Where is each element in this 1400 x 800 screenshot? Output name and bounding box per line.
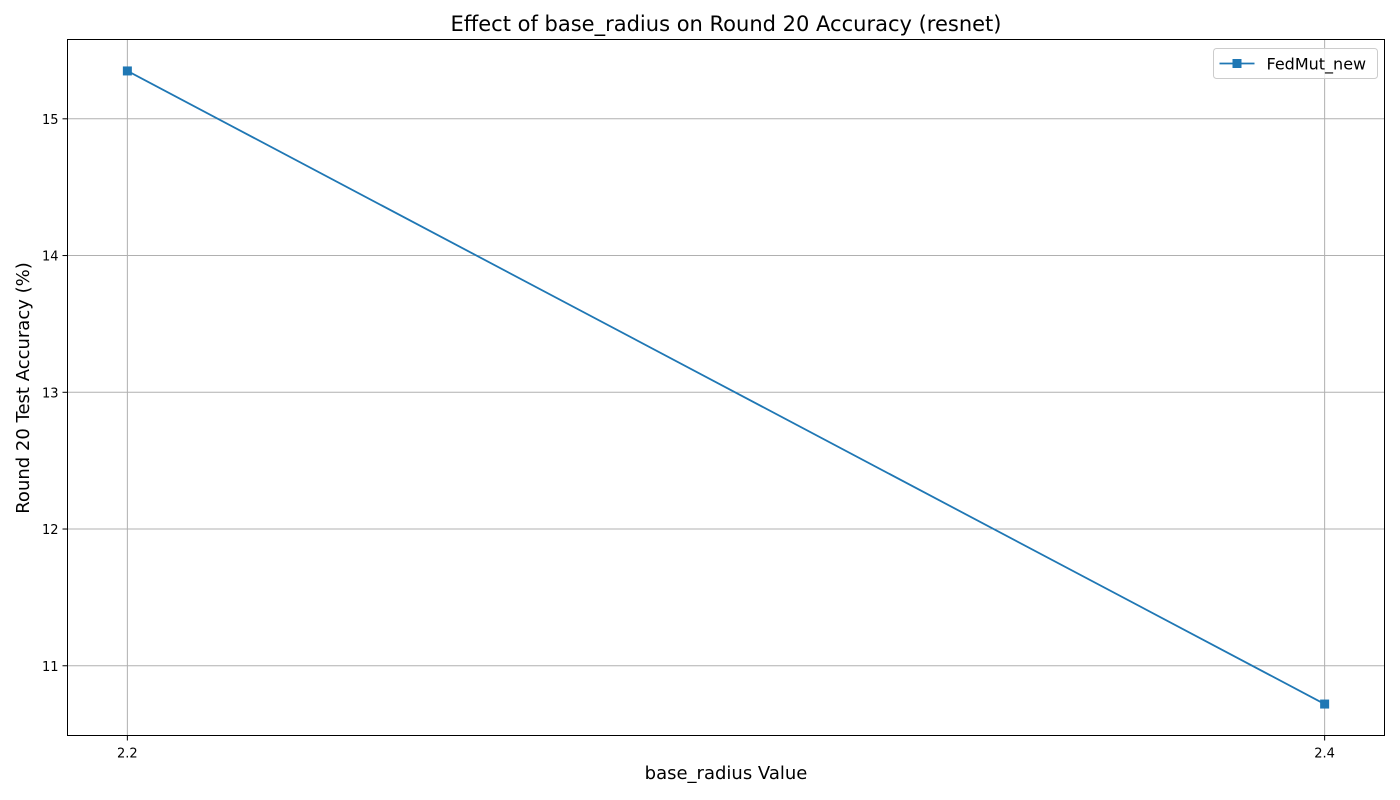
data-point: [1320, 699, 1330, 709]
chart-title: Effect of base_radius on Round 20 Accura…: [451, 12, 1002, 37]
y-tick-label: 11: [42, 660, 59, 675]
y-tick-label: 14: [42, 250, 59, 265]
grid: [67, 39, 1385, 736]
series-layer: [122, 66, 1330, 709]
y-tick-label: 15: [42, 113, 59, 128]
y-axis-label: Round 20 Test Accuracy (%): [13, 262, 34, 514]
y-tick-label: 13: [42, 386, 59, 401]
x-tick-label: 2.4: [1314, 747, 1335, 762]
x-axis: 2.2 2.4: [117, 735, 1335, 762]
y-axis: 11 12 13 14 15: [42, 113, 68, 675]
x-tick-label: 2.2: [117, 747, 138, 762]
x-axis-label: base_radius Value: [645, 763, 808, 784]
series-line: [126, 70, 1326, 705]
plot-frame: [67, 39, 1385, 736]
legend-marker: [1232, 59, 1242, 68]
y-tick-label: 12: [42, 523, 59, 538]
legend-box: [1213, 48, 1378, 79]
legend-label: FedMut_new: [1267, 55, 1367, 75]
data-point: [122, 66, 132, 76]
legend: FedMut_new: [1213, 48, 1378, 79]
